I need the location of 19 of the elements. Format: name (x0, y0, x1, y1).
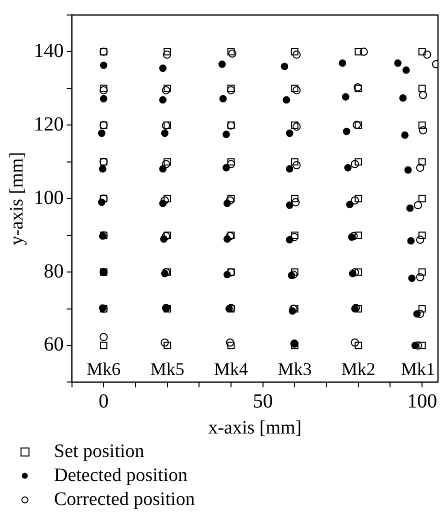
annotation: Mk3 (278, 358, 312, 379)
y-axis-title: y-axis [mm] (6, 152, 28, 246)
y-tick-label: 100 (34, 186, 64, 209)
legend-label: Corrected position (54, 488, 195, 512)
x-tick-label: 0 (98, 390, 109, 412)
y-tick-label: 140 (34, 40, 64, 62)
x-tick-label: 50 (252, 390, 273, 412)
x-tick-label: 100 (407, 390, 438, 412)
annotation: Mk2 (341, 358, 376, 379)
annotation: Mk4 (214, 358, 248, 379)
annotation: Mk6 (86, 358, 121, 379)
legend-label: Set position (54, 440, 144, 464)
x-axis-title: x-axis [mm] (208, 418, 302, 439)
y-tick-label: 120 (34, 113, 64, 136)
y-tick-label: 60 (44, 334, 64, 356)
legend-label: Detected position (54, 464, 188, 488)
annotation: Mk5 (150, 358, 184, 379)
y-tick-label: 80 (44, 260, 64, 282)
annotation: Mk1 (400, 358, 436, 379)
